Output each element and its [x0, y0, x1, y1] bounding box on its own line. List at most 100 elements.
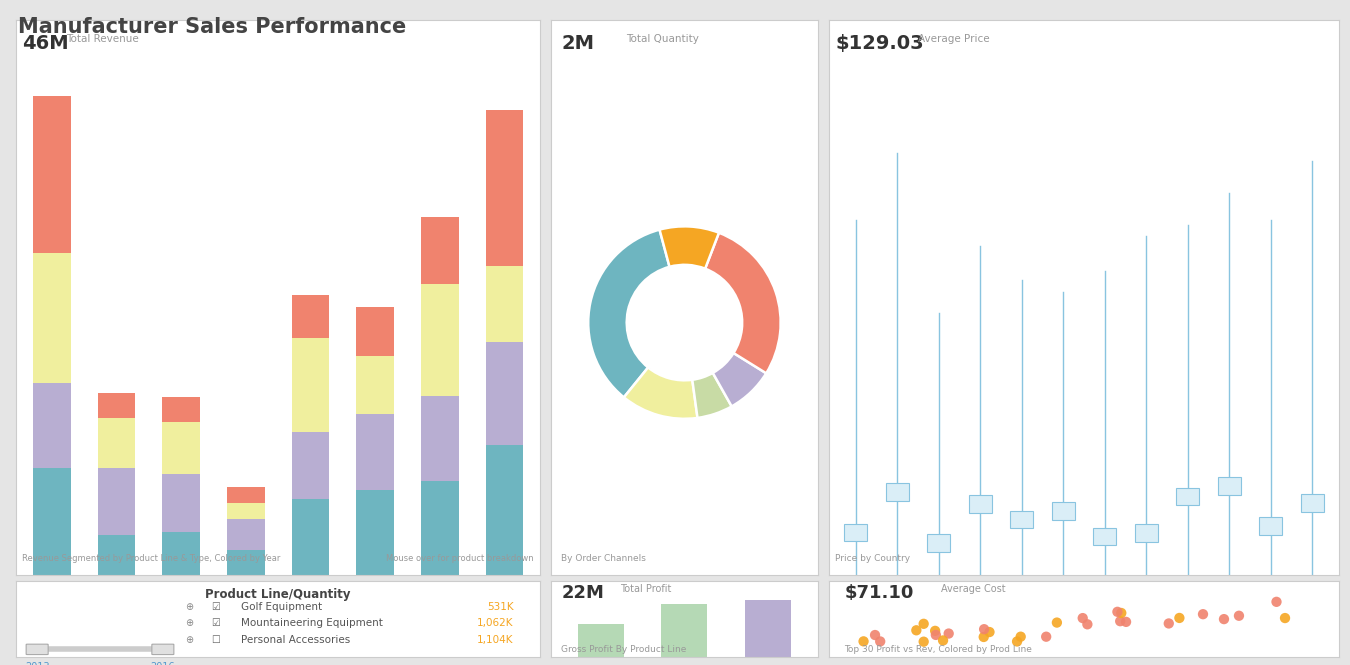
Text: ☑: ☑	[211, 618, 220, 628]
Point	[1228, 610, 1250, 621]
Bar	[1300, 494, 1324, 512]
Bar	[662, 604, 707, 657]
Point	[1158, 618, 1180, 629]
Bar	[844, 524, 868, 541]
Bar	[97, 535, 135, 575]
Bar	[162, 474, 200, 532]
Bar	[356, 414, 394, 490]
Text: ☐: ☐	[211, 635, 220, 645]
Point	[1076, 619, 1098, 630]
Text: Revenue Segmented by Product Line & Type, Colored by Year: Revenue Segmented by Product Line & Type…	[23, 554, 281, 563]
Text: Personal Accessories: Personal Accessories	[242, 635, 351, 645]
Text: $129.03: $129.03	[836, 34, 923, 53]
Bar	[1134, 524, 1158, 542]
Text: ⊕: ⊕	[185, 618, 193, 628]
Bar	[32, 96, 70, 253]
Point	[853, 636, 875, 646]
Bar	[1094, 527, 1116, 545]
Bar	[486, 342, 524, 446]
Bar	[356, 490, 394, 575]
Point	[1010, 631, 1031, 642]
Text: ⊕: ⊕	[185, 635, 193, 645]
Text: ☑: ☑	[211, 602, 220, 612]
Bar	[227, 519, 265, 550]
Text: By Order Channels: By Order Channels	[562, 554, 647, 563]
Bar	[292, 499, 329, 575]
Bar	[1260, 517, 1282, 535]
Bar	[227, 550, 265, 575]
Bar	[162, 422, 200, 474]
FancyBboxPatch shape	[151, 644, 174, 654]
Text: 1,062K: 1,062K	[478, 618, 514, 628]
Text: 531K: 531K	[487, 602, 514, 612]
Bar	[32, 467, 70, 575]
Bar	[97, 418, 135, 467]
Point	[933, 635, 954, 646]
Bar	[1176, 487, 1199, 505]
Text: 46M: 46M	[23, 34, 69, 53]
Text: Total Revenue: Total Revenue	[66, 34, 139, 44]
Text: Average Price: Average Price	[918, 34, 990, 44]
Bar	[356, 307, 394, 356]
Point	[1046, 617, 1068, 628]
Bar	[97, 467, 135, 535]
Point	[1072, 612, 1094, 623]
Bar	[421, 481, 459, 575]
Point	[1035, 631, 1057, 642]
Bar	[292, 295, 329, 338]
Text: ⊕: ⊕	[185, 602, 193, 612]
Bar	[969, 495, 992, 513]
Text: Top 30 Profit vs Rev, Colored by Prod Line: Top 30 Profit vs Rev, Colored by Prod Li…	[844, 645, 1033, 654]
Point	[1107, 606, 1129, 617]
Text: Manufacturer Sales Performance: Manufacturer Sales Performance	[18, 17, 406, 37]
Bar	[486, 446, 524, 575]
Bar	[292, 432, 329, 499]
Text: 1,104K: 1,104K	[478, 635, 514, 645]
Point	[1110, 616, 1131, 626]
Text: Golf Equipment: Golf Equipment	[242, 602, 323, 612]
Bar	[578, 624, 624, 657]
Point	[869, 636, 891, 647]
FancyBboxPatch shape	[26, 644, 49, 654]
Bar	[486, 110, 524, 266]
Point	[1115, 616, 1137, 627]
Point	[1111, 608, 1133, 618]
Point	[973, 632, 995, 642]
Bar	[227, 487, 265, 503]
Text: Product Line/Quantity: Product Line/Quantity	[205, 588, 351, 601]
Point	[864, 630, 886, 640]
Point	[973, 624, 995, 634]
Text: Mountaineering Equipment: Mountaineering Equipment	[242, 618, 383, 628]
Bar	[1010, 511, 1034, 529]
Bar	[162, 397, 200, 422]
Point	[1266, 597, 1288, 607]
Bar	[421, 284, 459, 396]
Point	[938, 628, 960, 639]
Point	[1274, 612, 1296, 623]
Text: $71.10: $71.10	[844, 585, 914, 602]
Text: Total Quantity: Total Quantity	[625, 34, 698, 44]
Text: Average Cost: Average Cost	[941, 585, 1006, 595]
Bar	[97, 394, 135, 418]
Text: 2M: 2M	[562, 34, 594, 53]
Point	[1169, 612, 1191, 623]
Bar	[1218, 477, 1241, 495]
Bar	[745, 600, 791, 657]
Text: Gross Profit By Product Line: Gross Profit By Product Line	[562, 645, 687, 654]
Text: Mouse over for product breakdown: Mouse over for product breakdown	[386, 554, 533, 563]
Point	[1214, 614, 1235, 624]
Text: Price by Country: Price by Country	[836, 554, 910, 563]
Point	[925, 626, 946, 636]
Bar	[421, 396, 459, 481]
Bar	[356, 356, 394, 414]
Text: 2013: 2013	[24, 662, 50, 665]
Text: 22M: 22M	[562, 585, 605, 602]
Text: 2016: 2016	[151, 662, 176, 665]
Point	[1006, 636, 1027, 647]
Point	[925, 630, 946, 640]
Bar	[927, 535, 950, 552]
Point	[979, 626, 1000, 637]
Bar	[292, 338, 329, 432]
Text: Total Profit: Total Profit	[620, 585, 672, 595]
Point	[913, 636, 934, 647]
